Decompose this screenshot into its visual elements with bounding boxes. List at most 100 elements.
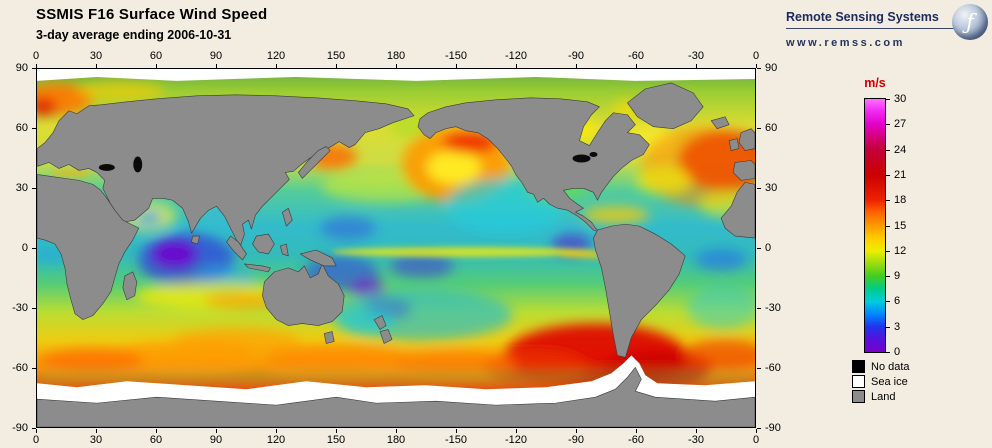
lon-tick [756,64,757,68]
lat-tick-label: -60 [12,362,28,374]
colorbar-tick [886,301,890,303]
lon-tick [336,429,337,433]
lat-axis-right: 90 60 30 0 -30 -60 -90 [757,62,783,434]
legend-swatch [852,390,865,403]
lon-tick-label: -120 [504,434,528,446]
lat-tick-label: 0 [21,242,28,254]
lon-tick-label: 180 [386,50,406,62]
lon-tick [156,429,157,433]
lon-tick [756,429,757,433]
lon-tick-label: -30 [688,434,704,446]
lon-tick-label: 60 [149,50,163,62]
lon-tick [96,64,97,68]
colorbar-tick [886,352,890,353]
lat-tick [757,428,761,429]
lon-tick [216,429,217,433]
colorbar-gradient [864,98,886,353]
lon-tick [336,64,337,68]
lon-tick [36,64,37,68]
branding-block: Remote Sensing Systems ƒ www.remss.com [786,4,988,51]
colorbar-tick-label: 12 [894,244,907,257]
lon-tick-label: -90 [568,434,584,446]
lon-tick-label: 0 [752,50,760,62]
lon-tick-label: 0 [752,434,760,446]
lon-tick [36,429,37,433]
lon-tick-label: -150 [444,50,468,62]
lon-tick-label: -60 [628,434,644,446]
lon-tick [516,64,517,68]
colorbar-tick [886,200,890,202]
legend-label: Land [871,390,896,403]
lon-tick [576,64,577,68]
lon-tick [276,64,277,68]
colorbar-ticks: 30 27 24 21 18 15 12 9 6 3 0 [886,93,916,358]
lat-tick [32,188,36,189]
colorbar-tick-label: 9 [894,270,901,283]
lon-tick-label: 30 [89,434,103,446]
lon-tick-label: 180 [386,434,406,446]
lat-tick [757,68,761,69]
legend-item-sea-ice: Sea ice [852,374,910,389]
lon-tick [396,64,397,68]
legend-label: No data [871,360,910,373]
lat-tick-label: -30 [12,302,28,314]
lat-tick [32,248,36,249]
lon-tick-label: -150 [444,434,468,446]
page-subtitle: 3-day average ending 2006-10-31 [36,28,232,42]
lat-tick-label: 60 [765,122,778,134]
lon-tick-label: 60 [149,434,163,446]
lat-tick [757,308,761,309]
lat-tick [32,308,36,309]
page-title: SSMIS F16 Surface Wind Speed [36,6,268,23]
colorbar-tick [886,225,890,227]
lon-tick-label: 150 [326,50,346,62]
lat-tick-label: 0 [765,242,772,254]
lat-tick [32,68,36,69]
lon-tick-label: 0 [32,50,40,62]
lat-tick-label: 30 [15,182,28,194]
lon-tick-label: -120 [504,50,528,62]
colorbar-tick [886,149,890,151]
lon-tick [636,64,637,68]
lon-tick-label: -90 [568,50,584,62]
lat-tick [32,128,36,129]
lon-tick [276,429,277,433]
lon-tick-label: 120 [266,50,286,62]
lon-tick [216,64,217,68]
lon-tick-label: 0 [32,434,40,446]
colorbar-tick-label: 18 [894,194,907,207]
lat-tick-label: -90 [765,422,781,434]
legend-item-no-data: No data [852,359,910,374]
lat-tick [32,368,36,369]
colorbar-tick [886,174,890,176]
brand-name: Remote Sensing Systems [786,10,939,24]
map-frame [36,68,756,428]
colorbar-tick-label: 27 [894,118,907,131]
colorbar-tick [886,276,890,278]
colorbar-tick [886,124,890,126]
lon-tick [636,429,637,433]
no-data-layer [98,152,598,173]
lat-tick-label: -90 [12,422,28,434]
lon-tick-label: 90 [209,434,223,446]
lat-tick-label: 30 [765,182,778,194]
lon-axis-bottom: 0 30 60 90 120 150 180 -150 -120 -90 -60 -30 0 [32,429,760,447]
world-wind-map [37,69,755,427]
map-legend: No data Sea ice Land [852,359,910,404]
colorbar-tick-label: 15 [894,219,907,232]
colorbar-tick [886,99,890,100]
lat-tick-label: 60 [15,122,28,134]
colorbar-tick-label: 0 [894,346,901,358]
lon-tick-label: 120 [266,434,286,446]
lon-tick-label: -60 [628,50,644,62]
lon-tick [696,429,697,433]
lon-tick-label: 90 [209,50,223,62]
lon-tick-label: -30 [688,50,704,62]
legend-label: Sea ice [871,375,908,388]
colorbar-tick-label: 21 [894,168,907,181]
colorbar-tick-label: 6 [894,295,901,308]
lon-tick [396,429,397,433]
colorbar-tick-label: 24 [894,143,907,156]
legend-swatch [852,375,865,388]
brand-url-link[interactable]: www.remss.com [786,37,905,49]
